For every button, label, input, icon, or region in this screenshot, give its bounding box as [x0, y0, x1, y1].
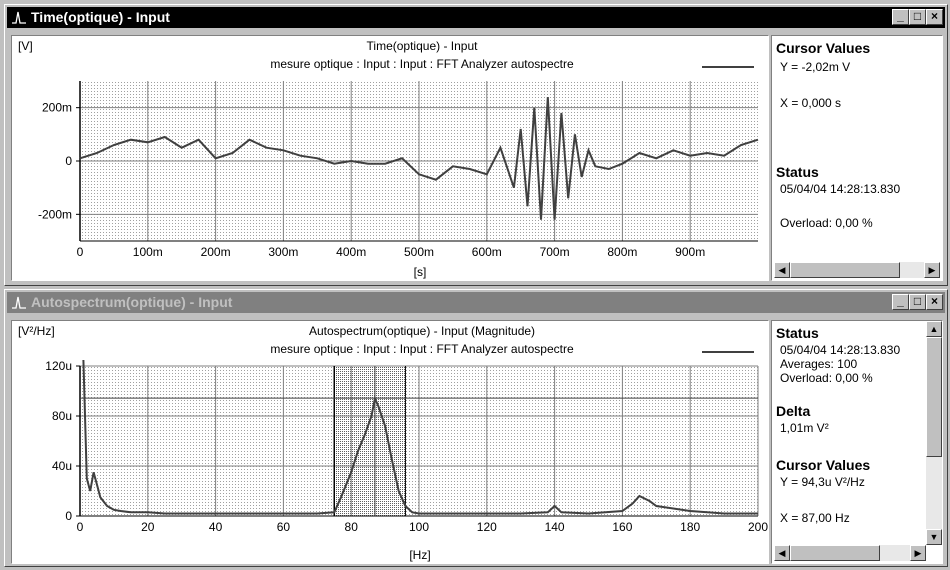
- spectrum-icon: [12, 296, 26, 309]
- chart-title: Time(optique) - Input: [367, 39, 479, 53]
- y-tick-label: 120u: [45, 359, 72, 373]
- y-tick-label: 0: [65, 154, 72, 168]
- x-tick-label: 100m: [133, 245, 163, 259]
- spectrum-icon: [12, 11, 26, 24]
- arrow-right-icon: ▶: [914, 548, 922, 558]
- scroll-thumb[interactable]: [790, 262, 900, 278]
- cursor-values-heading: Cursor Values: [776, 457, 871, 473]
- x-tick-label: 400m: [336, 245, 366, 259]
- close-icon: ×: [930, 294, 938, 308]
- minimize-button[interactable]: _: [892, 294, 909, 310]
- y-tick-label: 0: [65, 509, 72, 523]
- delta-value: 1,01m V²: [780, 421, 829, 435]
- scroll-down-button[interactable]: ▼: [926, 529, 942, 545]
- status-datetime: 05/04/04 14:28:13.830: [780, 182, 901, 196]
- spectrum-chart[interactable]: [V²/Hz] Autospectrum(optique) - Input (M…: [12, 321, 768, 563]
- autospectrum-window: Autospectrum(optique) - Input _ □ × [V²/…: [4, 289, 948, 567]
- cursor-x-value: X = 87,00 Hz: [780, 511, 850, 525]
- cursor-y-value: Y = 94,3u V²/Hz: [780, 475, 865, 489]
- close-icon: ×: [930, 9, 938, 23]
- time-chart[interactable]: [V] Time(optique) - Input mesure optique…: [12, 36, 768, 280]
- status-heading: Status: [776, 164, 819, 180]
- x-tick-label: 600m: [472, 245, 502, 259]
- time-window-titlebar[interactable]: Time(optique) - Input _ □ ×: [7, 7, 945, 28]
- x-tick-label: 200: [748, 520, 768, 534]
- autospectrum-window-titlebar[interactable]: Autospectrum(optique) - Input _ □ ×: [7, 292, 945, 313]
- minimize-icon: _: [897, 294, 904, 308]
- time-plot-area[interactable]: [V] Time(optique) - Input mesure optique…: [11, 35, 769, 281]
- scroll-left-button[interactable]: ◀: [774, 262, 790, 278]
- arrow-right-icon: ▶: [928, 265, 936, 275]
- minimize-button[interactable]: _: [892, 9, 909, 25]
- window-title: Autospectrum(optique) - Input: [31, 294, 233, 310]
- scroll-left-button[interactable]: ◀: [774, 545, 790, 561]
- y-unit-label: [V²/Hz]: [18, 324, 55, 338]
- y-tick-label: 80u: [52, 409, 72, 423]
- chart-subtitle: mesure optique : Input : Input : FFT Ana…: [270, 342, 574, 356]
- y-tick-label: 200m: [42, 101, 72, 115]
- series-line: [82, 359, 758, 515]
- spectrum-plot-area[interactable]: [V²/Hz] Autospectrum(optique) - Input (M…: [11, 320, 769, 564]
- x-tick-label: 100: [409, 520, 429, 534]
- cursor-x-value: X = 0,000 s: [780, 96, 842, 110]
- scroll-right-button[interactable]: ▶: [924, 262, 940, 278]
- series-line: [79, 96, 759, 220]
- arrow-down-icon: ▼: [929, 532, 939, 542]
- x-tick-label: 180: [680, 520, 700, 534]
- x-tick-label: 80: [345, 520, 359, 534]
- x-tick-label: 300m: [268, 245, 298, 259]
- arrow-left-icon: ◀: [778, 548, 786, 558]
- x-tick-label: 160: [612, 520, 632, 534]
- minimize-icon: _: [897, 9, 904, 23]
- maximize-icon: □: [913, 294, 922, 308]
- time-info-panel: Cursor Values Y = -2,02m V X = 0,000 s S…: [771, 35, 943, 281]
- x-tick-label: 120: [477, 520, 497, 534]
- maximize-button[interactable]: □: [909, 9, 926, 25]
- close-button[interactable]: ×: [926, 294, 943, 310]
- close-button[interactable]: ×: [926, 9, 943, 25]
- arrow-up-icon: ▲: [929, 324, 939, 334]
- cursor-values-heading: Cursor Values: [776, 40, 871, 56]
- chart-subtitle: mesure optique : Input : Input : FFT Ana…: [270, 57, 574, 71]
- x-tick-label: 900m: [675, 245, 705, 259]
- scroll-thumb[interactable]: [926, 337, 942, 457]
- x-tick-label: 800m: [607, 245, 637, 259]
- horizontal-scrollbar[interactable]: ◀ ▶: [774, 545, 926, 561]
- chart-title: Autospectrum(optique) - Input (Magnitude…: [309, 324, 535, 338]
- x-tick-label: 0: [77, 245, 84, 259]
- window-title: Time(optique) - Input: [31, 9, 170, 25]
- cursor-y-value: Y = -2,02m V: [780, 60, 851, 74]
- delta-heading: Delta: [776, 403, 811, 419]
- averages-value: Averages: 100: [780, 357, 858, 371]
- x-tick-label: 40: [209, 520, 223, 534]
- x-tick-label: 140: [545, 520, 565, 534]
- scroll-thumb[interactable]: [790, 545, 880, 561]
- x-tick-label: 0: [77, 520, 84, 534]
- overload-value: Overload: 0,00 %: [780, 371, 873, 385]
- horizontal-scrollbar[interactable]: ◀ ▶: [774, 262, 940, 278]
- overload-value: Overload: 0,00 %: [780, 216, 873, 230]
- arrow-left-icon: ◀: [778, 265, 786, 275]
- status-heading: Status: [776, 325, 819, 341]
- x-axis-label: [Hz]: [409, 548, 430, 562]
- x-tick-label: 700m: [540, 245, 570, 259]
- x-axis-label: [s]: [414, 265, 427, 279]
- maximize-button[interactable]: □: [909, 294, 926, 310]
- maximize-icon: □: [913, 9, 922, 23]
- y-unit-label: [V]: [18, 39, 33, 53]
- x-tick-label: 60: [277, 520, 291, 534]
- y-tick-label: 40u: [52, 459, 72, 473]
- x-tick-label: 500m: [404, 245, 434, 259]
- delta-band[interactable]: [334, 366, 406, 516]
- time-window: Time(optique) - Input _ □ × [V] Time(opt…: [4, 4, 948, 286]
- vertical-scrollbar[interactable]: ▲ ▼: [926, 321, 942, 545]
- x-tick-label: 20: [141, 520, 155, 534]
- scroll-up-button[interactable]: ▲: [926, 321, 942, 337]
- y-tick-label: -200m: [38, 207, 72, 221]
- x-tick-label: 200m: [201, 245, 231, 259]
- status-datetime: 05/04/04 14:28:13.830: [780, 343, 901, 357]
- scroll-right-button[interactable]: ▶: [910, 545, 926, 561]
- spectrum-info-panel: Status 05/04/04 14:28:13.830 Averages: 1…: [771, 320, 943, 564]
